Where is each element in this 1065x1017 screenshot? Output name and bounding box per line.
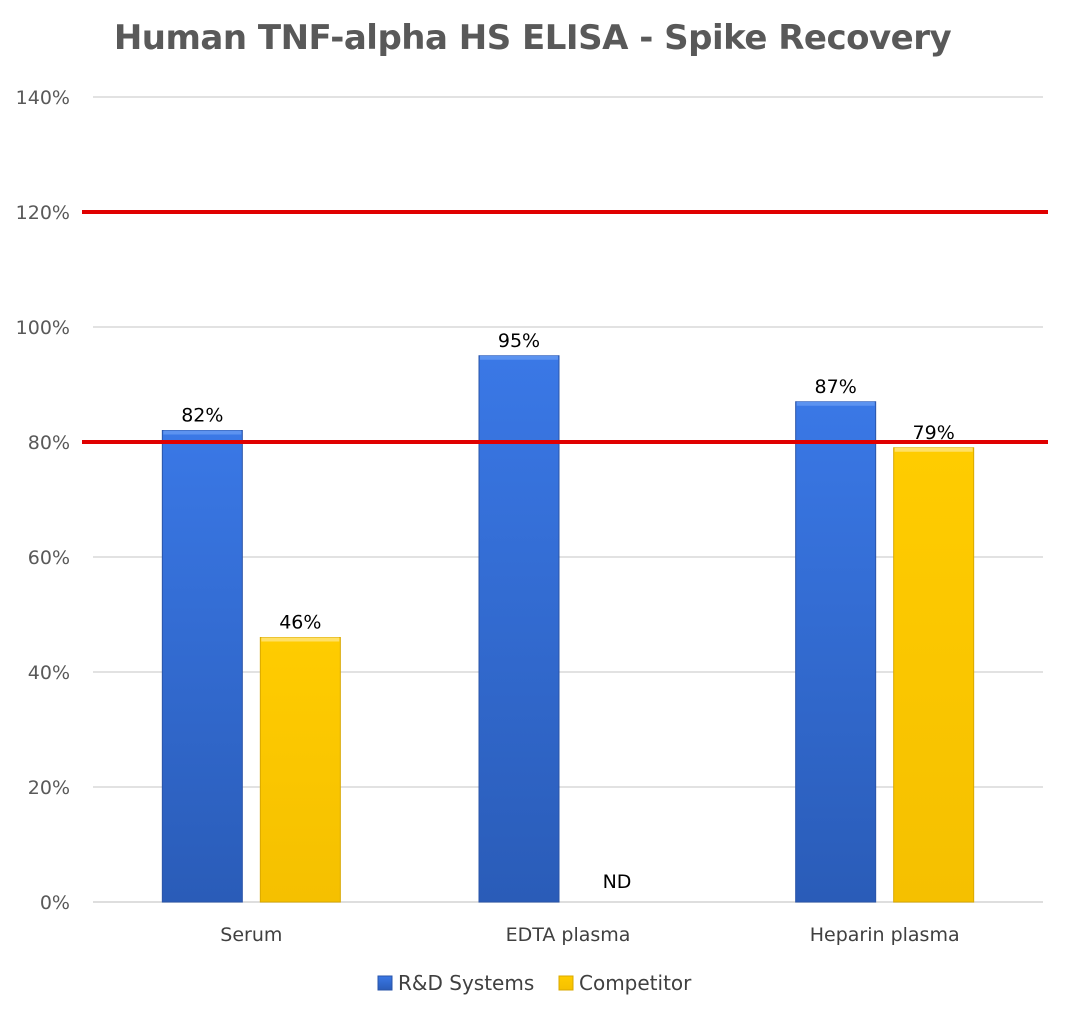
- y-tick-label: 120%: [16, 202, 70, 224]
- bar-top-highlight: [163, 430, 242, 435]
- x-axis-category-labels: Serum EDTA plasma Heparin plasma: [220, 924, 959, 946]
- legend-item-rd-systems[interactable]: R&D Systems: [377, 971, 534, 995]
- chart-title: Human TNF-alpha HS ELISA - Spike Recover…: [113, 18, 952, 58]
- y-tick-label: 20%: [28, 777, 70, 799]
- x-category-label: Heparin plasma: [810, 924, 960, 946]
- y-tick-label: 60%: [28, 547, 70, 569]
- data-label: 95%: [498, 330, 540, 352]
- bar-rd-systems: [161, 430, 243, 903]
- y-tick-label: 0%: [40, 892, 70, 914]
- legend-swatch: [558, 975, 574, 991]
- y-tick-label: 40%: [28, 662, 70, 684]
- data-labels: 82% 46% 95% ND 87% 79%: [181, 330, 955, 893]
- y-axis-tick-labels: 0% 20% 40% 60% 80% 100% 120% 140%: [16, 87, 70, 914]
- legend-label: R&D Systems: [398, 971, 534, 995]
- bar-rd-systems: [795, 401, 877, 903]
- bar-top-highlight: [261, 637, 340, 642]
- data-label: 87%: [815, 376, 857, 398]
- bar-top-highlight: [796, 401, 875, 406]
- data-label: 79%: [913, 422, 955, 444]
- bar-rd-systems: [478, 355, 560, 903]
- x-category-label: EDTA plasma: [506, 924, 631, 946]
- y-tick-label: 80%: [28, 432, 70, 454]
- data-label: 82%: [181, 405, 223, 427]
- y-tick-label: 100%: [16, 317, 70, 339]
- data-label-nd: ND: [603, 871, 632, 893]
- bar-top-highlight: [894, 447, 973, 452]
- legend[interactable]: R&D Systems Competitor: [377, 971, 692, 995]
- bar-top-highlight: [480, 355, 558, 360]
- bar-competitor: [259, 637, 341, 903]
- legend-swatch: [377, 975, 393, 991]
- bars: [161, 355, 975, 903]
- data-label: 46%: [279, 612, 321, 634]
- reference-lines: [82, 210, 1048, 444]
- legend-label: Competitor: [579, 971, 692, 995]
- legend-item-competitor[interactable]: Competitor: [558, 971, 692, 995]
- x-category-label: Serum: [220, 924, 282, 946]
- bar-competitor: [893, 447, 975, 903]
- y-tick-label: 140%: [16, 87, 70, 109]
